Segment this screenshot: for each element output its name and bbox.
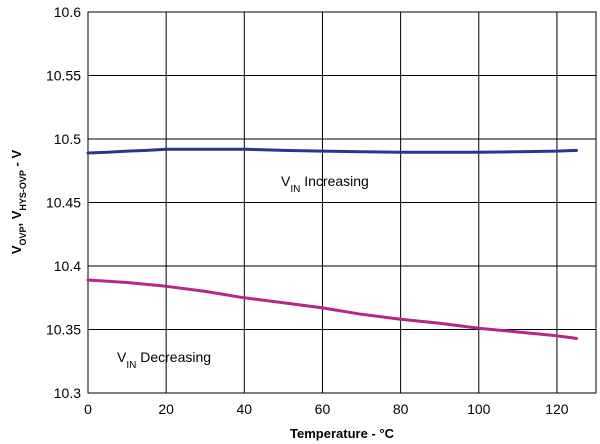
x-tick-label: 60 [315, 401, 331, 417]
plot-area-border [87, 11, 597, 394]
series-label-vin-increasing: VIN Increasing [281, 173, 369, 195]
x-tick-label: 80 [393, 401, 409, 417]
grid-lines [88, 12, 596, 393]
y-axis-title: VOVP, VHYS-OVP - V [9, 150, 28, 255]
y-tick-label: 10.5 [54, 131, 81, 147]
y-tick-label: 10.45 [46, 195, 81, 211]
x-tick-label: 40 [237, 401, 253, 417]
x-tick-label: 100 [467, 401, 491, 417]
y-axis-ticks: 10.3 10.35 10.4 10.45 10.5 10.55 10.6 [46, 4, 81, 401]
series-line-increasing [86, 147, 578, 155]
y-tick-label: 10.6 [54, 4, 81, 20]
y-tick-label: 10.35 [46, 322, 81, 338]
x-axis-ticks: 0 20 40 60 80 100 120 [84, 401, 569, 417]
series-lines [86, 147, 578, 340]
x-tick-label: 120 [545, 401, 569, 417]
x-tick-label: 0 [84, 401, 92, 417]
y-tick-label: 10.55 [46, 68, 81, 84]
x-axis-title: Temperature - °C [290, 426, 395, 441]
y-tick-label: 10.4 [54, 258, 81, 274]
x-tick-label: 20 [158, 401, 174, 417]
series-line-decreasing [86, 278, 578, 340]
series-label-vin-decreasing: VIN Decreasing [117, 349, 211, 371]
y-tick-label: 10.3 [54, 385, 81, 401]
